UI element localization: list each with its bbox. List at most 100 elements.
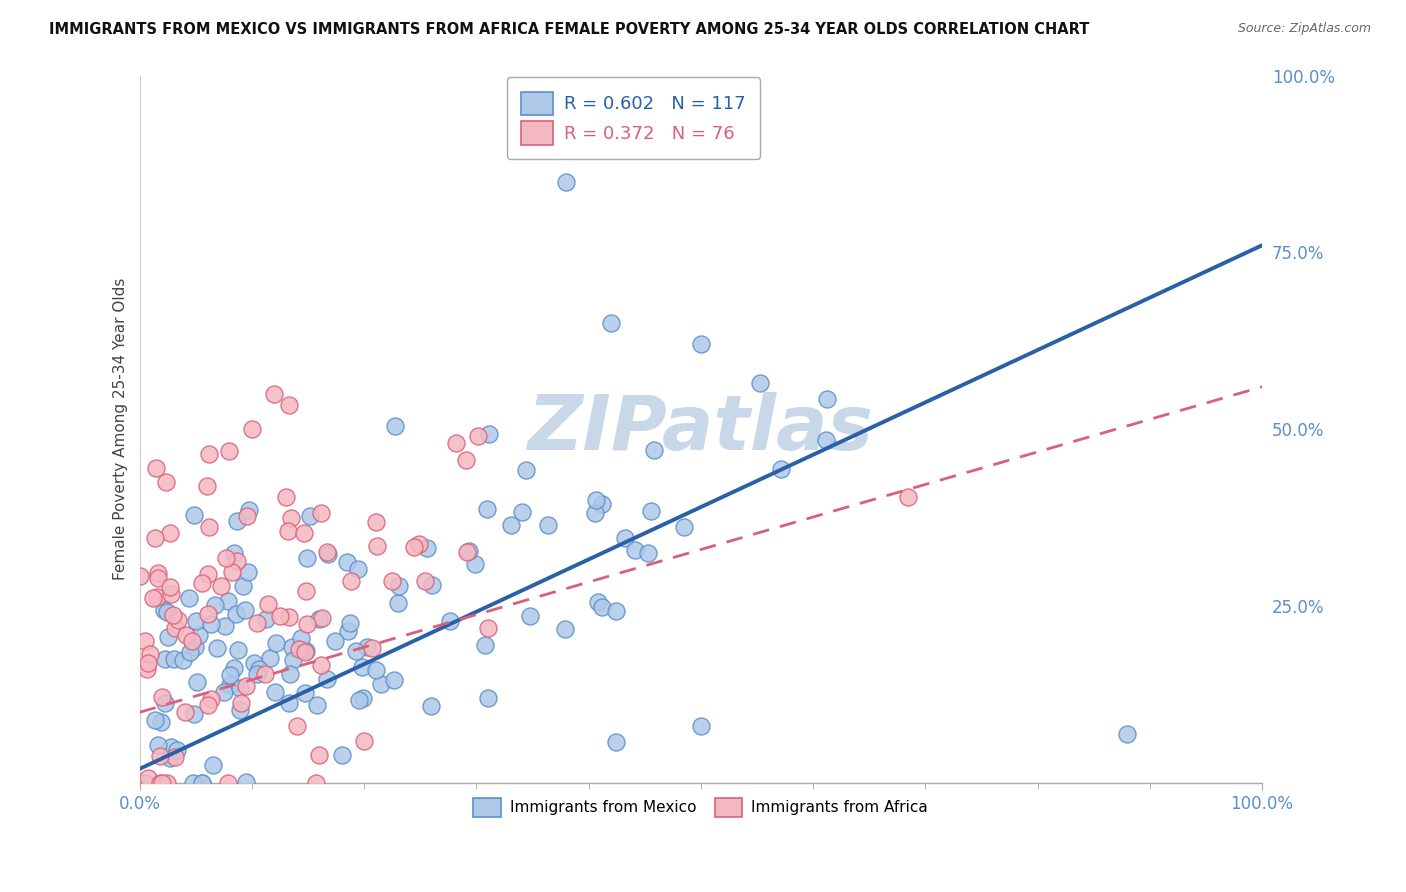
Point: [554, 623, 576, 637]
Point: [583, 506, 606, 520]
Point: [163, 621, 186, 635]
Point: [278, 666, 301, 681]
Point: [458, 544, 481, 558]
Point: [420, 578, 443, 592]
Point: [153, 696, 176, 710]
Point: [209, 579, 232, 593]
Point: [316, 672, 339, 686]
Point: [181, 634, 204, 648]
Point: [174, 628, 197, 642]
Point: [316, 547, 339, 561]
Point: [456, 453, 478, 467]
Point: [218, 678, 240, 692]
Point: [142, 591, 165, 606]
Point: [165, 750, 187, 764]
Point: [311, 611, 333, 625]
Point: [138, 771, 160, 785]
Point: [673, 519, 696, 533]
Point: [347, 693, 370, 707]
Point: [184, 640, 207, 655]
Point: [281, 640, 304, 655]
Point: [221, 565, 243, 579]
Point: [614, 531, 637, 545]
Point: [439, 614, 461, 628]
Point: [205, 641, 228, 656]
Point: [246, 616, 269, 631]
Point: [198, 447, 221, 461]
Point: [179, 645, 201, 659]
Point: [233, 603, 256, 617]
Point: [278, 398, 301, 412]
Point: [370, 677, 392, 691]
Point: [191, 576, 214, 591]
Point: [419, 698, 441, 713]
Point: [163, 652, 186, 666]
Point: [477, 691, 499, 706]
Point: [222, 660, 245, 674]
Point: [770, 461, 793, 475]
Point: [202, 758, 225, 772]
Point: [344, 644, 367, 658]
Point: [254, 612, 277, 626]
Point: [253, 667, 276, 681]
Point: [475, 501, 498, 516]
Point: [177, 591, 200, 605]
Point: [464, 557, 486, 571]
Point: [815, 392, 838, 406]
Point: [311, 657, 333, 672]
Point: [200, 691, 222, 706]
Point: [235, 775, 257, 789]
Point: [186, 674, 208, 689]
Point: [159, 587, 181, 601]
Point: [366, 539, 388, 553]
Point: [153, 603, 176, 617]
Point: [478, 427, 501, 442]
Point: [295, 617, 318, 632]
Point: [184, 614, 207, 628]
Point: [294, 686, 316, 700]
Point: [515, 463, 537, 477]
Point: [519, 608, 541, 623]
Point: [340, 574, 363, 588]
Point: [585, 493, 607, 508]
Point: [247, 662, 270, 676]
Point: [416, 541, 439, 555]
Point: [384, 419, 406, 434]
Point: [190, 776, 212, 790]
Point: [382, 673, 405, 688]
Point: [305, 698, 328, 713]
Point: [183, 706, 205, 721]
Point: [294, 643, 316, 657]
Point: [408, 537, 430, 551]
Point: [295, 584, 318, 599]
Point: [157, 631, 180, 645]
Point: [288, 641, 311, 656]
Point: [643, 443, 665, 458]
Point: [336, 555, 359, 569]
Point: [277, 524, 299, 538]
Point: [222, 546, 245, 560]
Point: [150, 690, 173, 704]
Point: [135, 663, 157, 677]
Point: [474, 638, 496, 652]
Point: [149, 776, 172, 790]
Point: [264, 636, 287, 650]
Point: [600, 316, 623, 330]
Point: [229, 703, 252, 717]
Point: [226, 554, 249, 568]
Point: [591, 600, 613, 615]
Point: [139, 647, 162, 661]
Point: [217, 776, 239, 790]
Point: [149, 715, 172, 730]
Point: [364, 663, 387, 677]
Point: [215, 550, 238, 565]
Point: [295, 644, 318, 658]
Point: [155, 475, 177, 490]
Point: [259, 650, 281, 665]
Point: [290, 631, 312, 645]
Point: [337, 624, 360, 638]
Point: [298, 508, 321, 523]
Point: [280, 511, 302, 525]
Point: [263, 684, 285, 698]
Point: [146, 590, 169, 604]
